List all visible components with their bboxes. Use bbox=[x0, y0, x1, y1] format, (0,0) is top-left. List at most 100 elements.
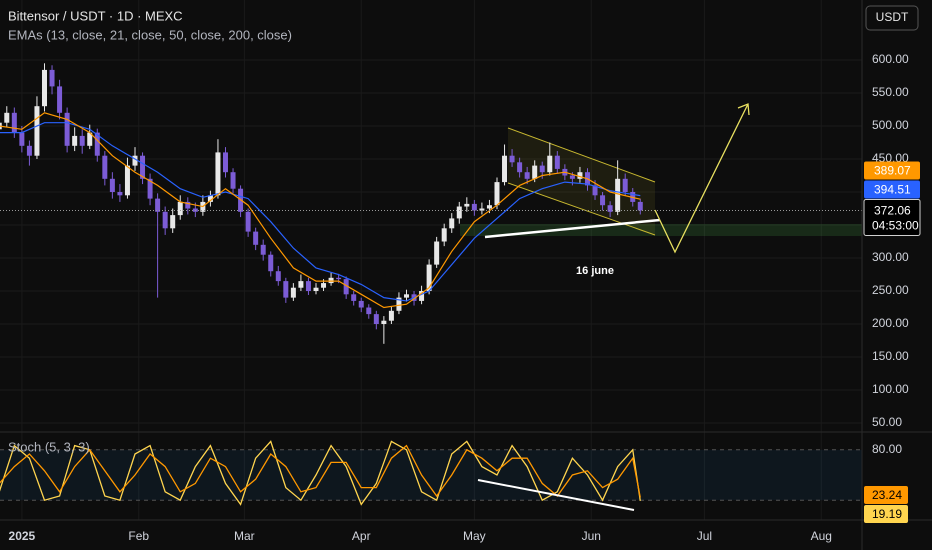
candle-body bbox=[479, 208, 485, 211]
candle-body bbox=[615, 178, 621, 212]
ema-line bbox=[0, 122, 641, 302]
candle-body bbox=[441, 228, 447, 242]
candle-body bbox=[147, 178, 153, 199]
candle-body bbox=[419, 291, 425, 301]
stoch-label-box bbox=[864, 486, 908, 504]
projection-arrow bbox=[654, 103, 749, 254]
candle-body bbox=[343, 279, 349, 295]
candle-body bbox=[132, 155, 138, 166]
candle-body bbox=[109, 178, 115, 193]
candle-body bbox=[230, 172, 236, 189]
candle-body bbox=[426, 264, 432, 292]
candle-body bbox=[464, 203, 470, 207]
x-tick-label: Mar bbox=[234, 529, 255, 543]
y-tick-label: 250.00 bbox=[872, 283, 909, 297]
arrow-head bbox=[737, 103, 750, 116]
candle-body bbox=[298, 281, 304, 288]
ema-label: 394.51 bbox=[874, 183, 911, 197]
candle-body bbox=[19, 132, 25, 146]
band bbox=[0, 449, 862, 501]
chart-title: Bittensor / USDT · 1D · MEXC bbox=[8, 8, 183, 23]
stoch-legend: Stoch (5, 3, 3) bbox=[8, 439, 90, 454]
candle-body bbox=[592, 185, 598, 196]
candle-body bbox=[381, 320, 387, 325]
candle-body bbox=[177, 201, 183, 216]
stoch-line bbox=[0, 444, 641, 498]
y-tick-label: 80.00 bbox=[872, 442, 902, 456]
candle-body bbox=[79, 135, 85, 146]
candle-body bbox=[607, 205, 613, 212]
candle-body bbox=[275, 271, 281, 282]
candle-body bbox=[117, 192, 123, 196]
y-tick-label: 50.00 bbox=[872, 415, 902, 429]
x-tick-label: Jun bbox=[582, 529, 601, 543]
y-tick-label: 200.00 bbox=[872, 316, 909, 330]
candle-body bbox=[622, 178, 628, 193]
ema-label-box bbox=[864, 161, 920, 180]
price-label-box bbox=[863, 198, 921, 236]
candle-body bbox=[336, 277, 342, 280]
candle-body bbox=[102, 155, 108, 179]
candle-body bbox=[4, 112, 10, 123]
candle-body bbox=[49, 69, 55, 87]
support-line bbox=[484, 218, 661, 239]
candle-body bbox=[268, 254, 274, 272]
candle-body bbox=[449, 218, 455, 229]
countdown: 04:53:00 bbox=[872, 219, 919, 233]
candle-body bbox=[41, 69, 47, 107]
candle-body bbox=[313, 287, 319, 292]
candle-body bbox=[434, 241, 440, 265]
candle-body bbox=[328, 277, 334, 284]
candle-body bbox=[456, 206, 462, 219]
y-tick-label: 550.00 bbox=[872, 85, 909, 99]
marks bbox=[0, 63, 862, 506]
candle-body bbox=[245, 211, 251, 232]
y-tick-label: 150.00 bbox=[872, 349, 909, 363]
candle-body bbox=[26, 145, 32, 156]
candle-body bbox=[283, 281, 289, 298]
currency-button-label[interactable]: USDT bbox=[876, 10, 909, 24]
candle-body bbox=[471, 203, 477, 211]
x-tick-label: May bbox=[463, 529, 486, 543]
candle-body bbox=[396, 297, 402, 311]
candle-body bbox=[155, 198, 161, 212]
candle-body bbox=[124, 165, 130, 196]
candle-body bbox=[569, 175, 575, 179]
candle-body bbox=[547, 155, 553, 173]
candle-body bbox=[351, 294, 357, 301]
x-tick-label: Feb bbox=[128, 529, 149, 543]
y-tick-label: 100.00 bbox=[872, 382, 909, 396]
x-tick-label: Jul bbox=[697, 529, 712, 543]
channel-bottom bbox=[507, 182, 656, 236]
candle-body bbox=[524, 172, 530, 179]
candle-body bbox=[222, 152, 228, 173]
candle-body bbox=[140, 155, 146, 179]
stoch-line bbox=[0, 440, 641, 506]
x-tick-label: Aug bbox=[811, 529, 832, 543]
ema-label: 389.07 bbox=[874, 164, 911, 178]
candle-body bbox=[215, 152, 221, 196]
candle-body bbox=[577, 172, 583, 179]
currency-button[interactable] bbox=[865, 5, 919, 31]
candle-body bbox=[358, 300, 364, 308]
candle-body bbox=[539, 165, 545, 173]
stoch-label-box bbox=[864, 505, 908, 523]
candle-body bbox=[64, 112, 70, 146]
candle-body bbox=[321, 283, 327, 288]
candle-body bbox=[403, 294, 409, 298]
candle-body bbox=[207, 195, 213, 202]
candle-body bbox=[502, 155, 508, 183]
candle-body bbox=[290, 287, 296, 298]
candle-body bbox=[494, 182, 500, 206]
candle-body bbox=[366, 307, 372, 315]
x-tick-label: Apr bbox=[352, 529, 371, 543]
annotation: 16 june bbox=[576, 265, 614, 277]
candle-body bbox=[532, 165, 538, 179]
candle-body bbox=[509, 155, 515, 163]
price-label: 372.06 bbox=[874, 204, 911, 218]
candle-body bbox=[11, 112, 17, 133]
candle-body bbox=[305, 281, 311, 292]
y-tick-label: 500.00 bbox=[872, 118, 909, 132]
